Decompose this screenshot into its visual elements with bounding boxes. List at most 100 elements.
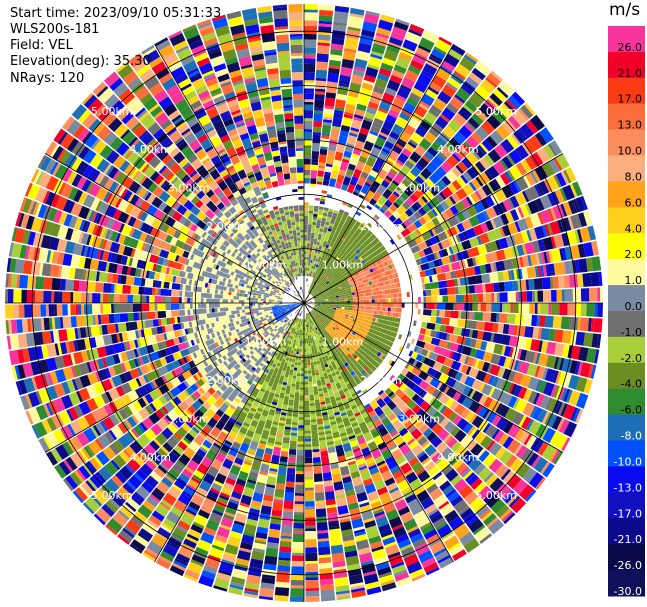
velocity-gate — [311, 289, 314, 292]
velocity-gate — [317, 540, 330, 548]
velocity-gate — [481, 273, 491, 284]
velocity-gate — [323, 119, 332, 123]
velocity-gate — [536, 147, 551, 164]
velocity-gate — [350, 300, 353, 303]
velocity-gate — [323, 108, 334, 115]
velocity-gate — [496, 292, 500, 302]
velocity-gate — [418, 216, 427, 226]
velocity-gate — [338, 306, 342, 309]
velocity-gate — [325, 259, 329, 263]
velocity-gate — [537, 290, 544, 302]
velocity-gate — [324, 272, 328, 276]
velocity-gate — [404, 143, 415, 153]
velocity-gate — [521, 303, 530, 314]
velocity-gate — [493, 333, 503, 344]
velocity-gate — [599, 287, 603, 302]
velocity-gate — [343, 272, 348, 277]
velocity-gate — [399, 297, 402, 303]
velocity-gate — [336, 237, 341, 242]
velocity-gate — [304, 398, 310, 401]
velocity-gate — [506, 313, 516, 325]
velocity-gate — [305, 332, 308, 336]
velocity-gate — [434, 235, 441, 243]
velocity-gate — [325, 289, 329, 292]
velocity-gate — [387, 307, 391, 312]
velocity-gate — [333, 233, 339, 238]
velocity-gate — [330, 220, 335, 225]
velocity-gate — [310, 342, 313, 346]
velocity-gate — [305, 560, 318, 564]
velocity-gate — [361, 119, 373, 131]
velocity-gate — [363, 227, 370, 232]
velocity-gate — [358, 226, 364, 231]
velocity-gate — [482, 312, 492, 322]
velocity-gate — [341, 309, 345, 312]
velocity-gate — [471, 113, 484, 126]
velocity-gate — [409, 181, 419, 191]
velocity-gate — [372, 239, 378, 245]
velocity-gate — [314, 261, 318, 265]
velocity-gate — [321, 294, 325, 297]
velocity-gate — [360, 184, 370, 195]
velocity-gate — [311, 164, 318, 171]
velocity-gate — [520, 159, 532, 173]
velocity-gate — [366, 244, 372, 250]
velocity-gate — [309, 337, 312, 341]
velocity-gate — [369, 235, 375, 241]
velocity-gate — [553, 262, 564, 276]
velocity-gate — [304, 158, 311, 165]
velocity-gate — [342, 241, 347, 246]
velocity-gate — [319, 9, 334, 17]
velocity-gate — [385, 265, 391, 271]
velocity-gate — [313, 275, 316, 279]
velocity-gate — [292, 533, 304, 543]
velocity-gate — [353, 114, 364, 120]
velocity-gate — [327, 228, 332, 232]
velocity-gate — [580, 303, 587, 317]
velocity-gate — [563, 275, 570, 288]
velocity-gate — [315, 244, 320, 248]
velocity-gate — [415, 229, 422, 236]
velocity-gate — [299, 329, 302, 333]
velocity-gate — [488, 180, 499, 192]
velocity-gate — [399, 131, 412, 143]
velocity-gate — [329, 276, 333, 280]
velocity-gate — [304, 226, 308, 230]
velocity-gate — [461, 219, 473, 231]
velocity-gate — [401, 109, 412, 117]
velocity-gate — [407, 157, 417, 166]
velocity-gate — [315, 258, 318, 262]
velocity-gate — [320, 278, 323, 282]
velocity-gate — [393, 21, 409, 31]
velocity-gate — [377, 303, 381, 307]
velocity-gate — [341, 274, 345, 278]
velocity-gate — [337, 226, 342, 231]
velocity-gate — [388, 111, 398, 119]
velocity-gate — [335, 252, 339, 257]
velocity-gate — [363, 241, 369, 247]
velocity-gate — [310, 364, 315, 368]
velocity-gate — [305, 590, 320, 597]
velocity-gate — [304, 55, 316, 59]
velocity-gate — [320, 257, 324, 261]
velocity-gate — [307, 297, 310, 300]
velocity-gate — [346, 29, 361, 40]
velocity-gate — [308, 224, 312, 228]
velocity-gate — [367, 255, 373, 260]
velocity-gate — [560, 316, 570, 330]
velocity-gate — [333, 287, 337, 290]
velocity-gate — [524, 326, 534, 338]
velocity-gate — [299, 400, 304, 404]
velocity-gate — [528, 135, 543, 151]
velocity-gate — [339, 230, 345, 235]
velocity-gate — [380, 62, 394, 72]
velocity-gate — [383, 177, 392, 184]
velocity-gate — [363, 303, 367, 306]
velocity-gate — [410, 245, 421, 254]
velocity-gate — [390, 263, 396, 269]
velocity-gate — [360, 171, 369, 180]
velocity-gate — [315, 278, 318, 282]
velocity-gate — [346, 95, 358, 106]
velocity-gate — [417, 197, 426, 207]
velocity-gate — [316, 286, 320, 290]
